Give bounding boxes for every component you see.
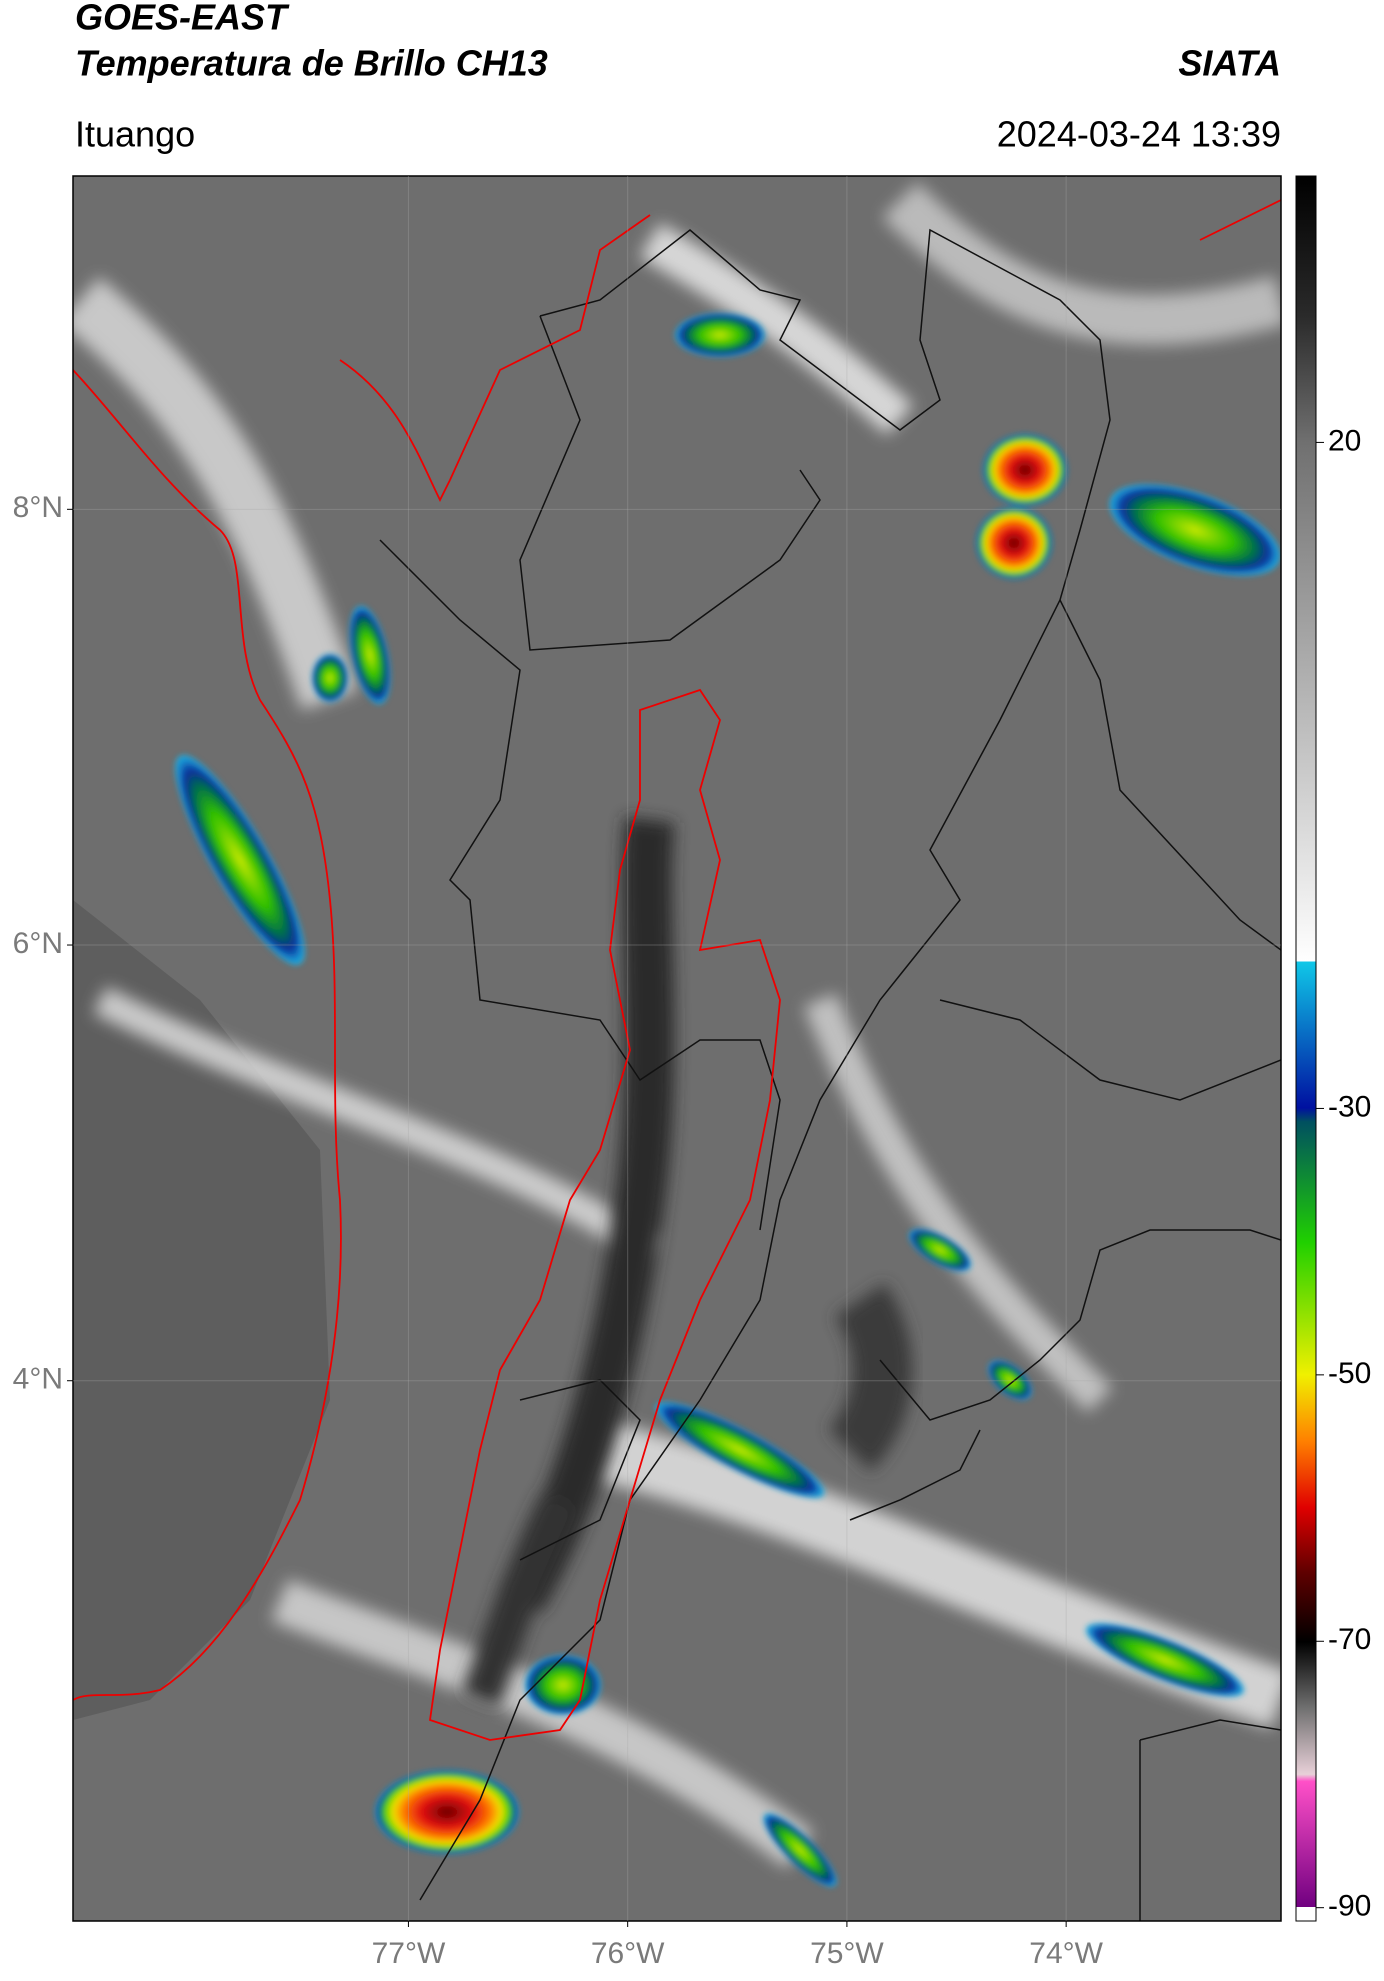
x-tick-label: 76°W [591,1937,665,1970]
subtitle: Temperatura de Brillo CH13 [75,43,548,84]
map-frame [72,175,1282,1922]
datetime: 2024-03-24 13:39 [997,114,1281,155]
colorbar-tick-label: 20 [1328,424,1361,457]
location: Ituango [75,114,195,155]
y-tick-label: 6°N [13,927,63,960]
y-tick-label: 4°N [13,1363,63,1396]
x-tick-label: 74°W [1029,1937,1103,1970]
x-tick-label: 75°W [810,1937,884,1970]
y-tick-label: 8°N [13,491,63,524]
x-tick-label: 77°W [372,1937,446,1970]
title: GOES-EAST [75,0,290,38]
satellite-image [73,176,1281,1921]
colorbar-tick-label: -30 [1328,1090,1371,1123]
colorbar-tick-label: -50 [1328,1357,1371,1390]
colorbar-tick-label: -70 [1328,1623,1371,1656]
colorbar [1295,175,1317,1922]
colorbar-tick-label: -90 [1328,1890,1371,1923]
brand: SIATA [1178,43,1281,84]
